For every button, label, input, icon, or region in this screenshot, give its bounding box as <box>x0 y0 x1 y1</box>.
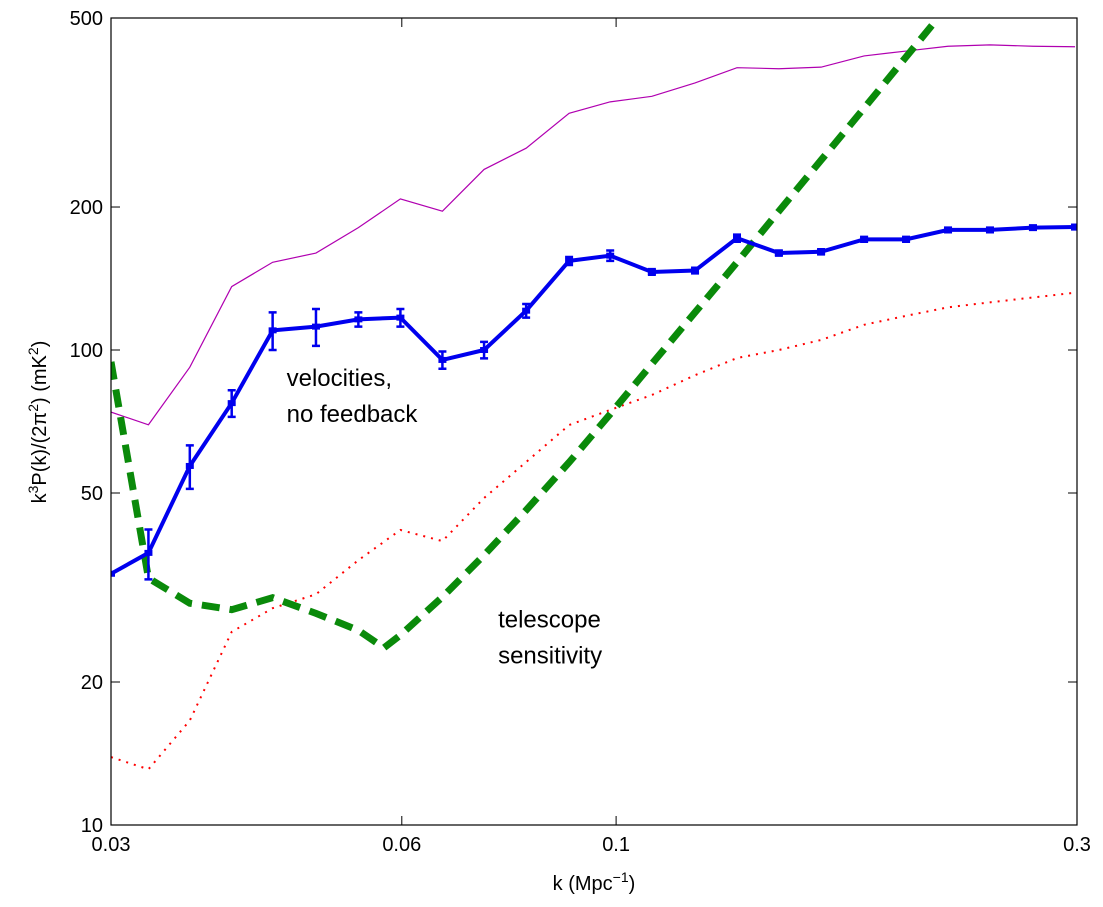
marker <box>268 327 277 334</box>
superscript: 3 <box>25 485 41 493</box>
series-line <box>111 18 941 653</box>
y-tick-label: 10 <box>81 815 103 837</box>
marker <box>311 323 320 330</box>
marker <box>647 268 656 275</box>
plot-frame <box>110 17 1078 826</box>
x-axis-label: k (Mpc−1) <box>553 869 636 895</box>
superscript: 2 <box>25 404 41 412</box>
marker <box>902 236 911 243</box>
marker <box>522 307 531 314</box>
y-tick-label: 500 <box>70 8 103 30</box>
y-tick-label: 50 <box>81 483 103 505</box>
label-part: ) <box>29 341 51 348</box>
marker <box>354 316 363 323</box>
marker <box>1071 224 1077 231</box>
y-tick-label: 100 <box>70 340 103 362</box>
marker <box>144 549 153 556</box>
marker <box>565 257 574 264</box>
series-line <box>111 291 1076 771</box>
marker <box>438 356 447 363</box>
superscript: −1 <box>613 869 629 885</box>
x-tick-label: 0.03 <box>92 834 131 856</box>
y-axis-label: k3P(k)/(2π2) (mK2) <box>25 341 51 504</box>
series-line <box>111 225 1076 576</box>
x-tick-label: 0.3 <box>1063 834 1091 856</box>
annotation: telescope <box>498 607 601 634</box>
marker <box>396 314 405 321</box>
x-tick-label: 0.1 <box>602 834 630 856</box>
marker <box>227 400 236 407</box>
superscript: 2 <box>25 347 41 355</box>
annotation: sensitivity <box>498 643 602 670</box>
marker <box>985 226 994 233</box>
marker <box>817 248 826 255</box>
marker <box>185 462 194 469</box>
marker <box>606 252 615 259</box>
label-part: P(k)/(2π <box>29 412 51 486</box>
marker <box>111 570 115 577</box>
label-part: k <box>29 492 51 503</box>
marker <box>691 267 700 274</box>
plot <box>111 18 1077 771</box>
y-tick-label: 20 <box>81 672 103 694</box>
label-part: ) <box>629 873 636 895</box>
y-tick-label: 200 <box>70 197 103 219</box>
label-part: k (Mpc <box>553 873 613 895</box>
marker <box>860 236 869 243</box>
marker <box>774 250 783 257</box>
marker <box>1028 224 1037 231</box>
label-part: ) (mK <box>29 354 51 404</box>
annotation: no feedback <box>287 401 419 428</box>
marker <box>944 226 953 233</box>
marker <box>480 347 489 354</box>
annotation: velocities, <box>287 365 392 392</box>
x-tick-label: 0.06 <box>382 834 421 856</box>
marker <box>733 235 742 242</box>
